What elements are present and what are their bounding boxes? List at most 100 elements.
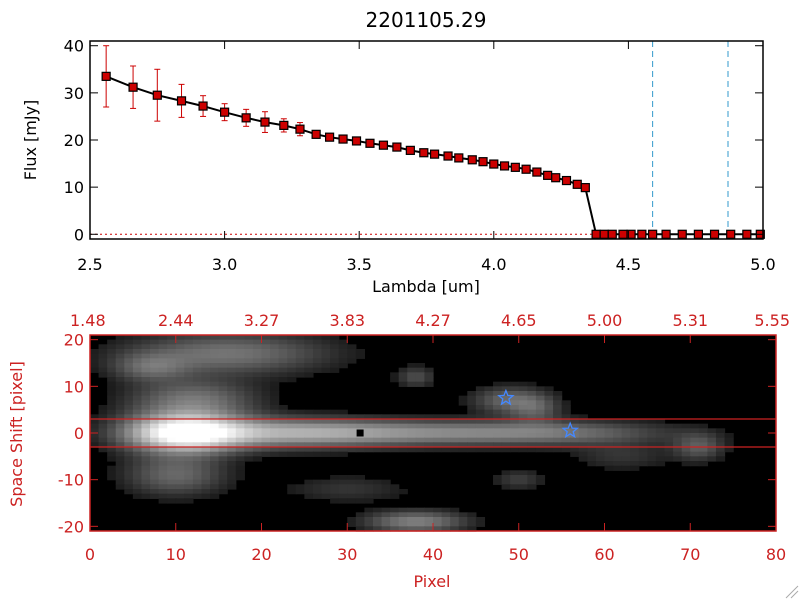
- flux-point: [467, 155, 477, 165]
- flux-point: [572, 179, 582, 189]
- chart-title: 2201105.29: [366, 8, 487, 32]
- heatmap-overlays: [90, 388, 776, 448]
- y-tick-label: 10: [64, 178, 84, 197]
- flux-point: [324, 132, 335, 142]
- spectrum-y-ticks: 0 10 20 30 40: [64, 37, 763, 244]
- flux-point: [648, 229, 658, 239]
- flux-point: [454, 153, 464, 163]
- spectrum-axes-frame: [89, 40, 764, 240]
- shift-tick-label: -10: [58, 471, 84, 490]
- spectrum-plot-area: [90, 41, 765, 239]
- pixel-tick-label: 30: [337, 545, 357, 564]
- shift-tick-label: -20: [58, 517, 84, 536]
- flux-point: [543, 170, 553, 180]
- wavelength-tick-label: 4.27: [415, 311, 451, 330]
- flux-point: [443, 151, 453, 161]
- wavelength-tick-label: 3.83: [329, 311, 365, 330]
- x-tick-label: 3.5: [346, 255, 371, 274]
- flux-point: [726, 229, 736, 239]
- wavelength-tick-label: 2.44: [158, 311, 194, 330]
- pixel-tick-label: 80: [766, 545, 786, 564]
- heatmap-y-axis-label: Space Shift [pixel]: [7, 361, 26, 507]
- flux-point: [709, 229, 720, 239]
- shift-tick-label: 20: [64, 331, 84, 350]
- pixel-tick-label: 0: [85, 545, 95, 564]
- y-tick-label: 40: [64, 37, 84, 56]
- y-tick-label: 20: [64, 131, 84, 150]
- x-tick-label: 5.0: [750, 255, 775, 274]
- x-tick-label: 3.0: [212, 255, 237, 274]
- pixel-tick-label: 40: [423, 545, 443, 564]
- shift-tick-label: 0: [74, 424, 84, 443]
- heatmap-image: [90, 335, 776, 532]
- star-marker-icon: [561, 421, 580, 439]
- flux-point: [279, 120, 289, 130]
- flux-point: [599, 229, 609, 239]
- spectrum-x-ticks: 2.5 3.0 3.5 4.0 4.5 5.0: [77, 41, 776, 274]
- flux-point: [260, 117, 270, 127]
- spectrum-x-axis-label: Lambda [um]: [372, 277, 480, 296]
- flux-point: [392, 142, 402, 152]
- flux-point: [198, 101, 208, 111]
- flux-point: [241, 113, 251, 123]
- flux-point: [405, 145, 415, 155]
- flux-point: [607, 229, 617, 239]
- flux-point: [521, 164, 531, 174]
- flux-point: [489, 159, 499, 169]
- flux-point: [618, 229, 628, 239]
- flux-point: [561, 175, 572, 186]
- wavelength-tick-label: 4.65: [501, 311, 537, 330]
- flux-point: [365, 138, 375, 148]
- pixel-tick-label: 60: [594, 545, 614, 564]
- flux-point: [510, 162, 520, 172]
- x-tick-label: 2.5: [77, 255, 102, 274]
- flux-point: [311, 129, 321, 139]
- flux-point: [176, 96, 187, 106]
- wavelength-tick-label: 5.55: [754, 311, 790, 330]
- flux-point: [351, 136, 362, 146]
- flux-point: [220, 107, 230, 117]
- flux-point: [419, 148, 429, 158]
- flux-point: [580, 183, 590, 193]
- flux-point: [499, 161, 510, 171]
- resize-grip-icon[interactable]: [785, 585, 799, 599]
- pixel-tick-label: 10: [166, 545, 186, 564]
- wavelength-tick-label: 5.31: [672, 311, 708, 330]
- heatmap-top-wavelength-ticks: 1.48 2.44 3.27 3.83 4.27 4.65 5.00 5.31 5.55: [70, 311, 790, 343]
- flux-point: [677, 229, 687, 239]
- flux-point: [429, 149, 440, 159]
- flux-point: [591, 229, 601, 239]
- y-tick-label: 30: [64, 84, 84, 103]
- flux-point: [378, 140, 389, 150]
- flux-point: [152, 90, 162, 100]
- flux-point: [693, 229, 703, 239]
- flux-point: [532, 167, 542, 177]
- flux-point: [551, 173, 561, 183]
- flux-point: [128, 82, 138, 92]
- flux-point: [478, 157, 488, 167]
- flux-point: [661, 229, 671, 239]
- spectrum-chart: 2201105.29 2.5 3.0 3.5 4.0 4.5 5.0 010203040 …: [21, 8, 776, 296]
- pixel-tick-label: 50: [509, 545, 529, 564]
- source-position-marker: [356, 429, 364, 437]
- flux-point: [101, 71, 111, 81]
- flux-point: [742, 229, 752, 239]
- x-tick-label: 4.5: [616, 255, 641, 274]
- heatmap-x-ticks: 0 10 20 30 40 50 60 70 80: [85, 523, 786, 564]
- heatmap-y-ticks: -20 -10 0 10 20: [58, 331, 776, 536]
- wavelength-tick-label: 1.48: [70, 311, 106, 330]
- flux-point: [338, 134, 348, 144]
- y-tick-label: 0: [74, 225, 84, 244]
- x-tick-label: 4.0: [481, 255, 506, 274]
- spatial-profile-chart: 0 10 20 30 40 50 60 70 80 1.48 2.44 3.27 3.83 4.27 4.…: [7, 311, 790, 591]
- wavelength-tick-label: 3.27: [244, 311, 280, 330]
- flux-point: [637, 229, 647, 239]
- spectrum-y-axis-label: Flux [mJy]: [21, 100, 40, 181]
- pixel-tick-label: 20: [251, 545, 271, 564]
- star-marker-icon: [497, 388, 515, 406]
- wavelength-tick-label: 5.00: [587, 311, 623, 330]
- shift-tick-label: 10: [64, 377, 84, 396]
- pixel-tick-label: 70: [680, 545, 700, 564]
- flux-point: [295, 124, 305, 134]
